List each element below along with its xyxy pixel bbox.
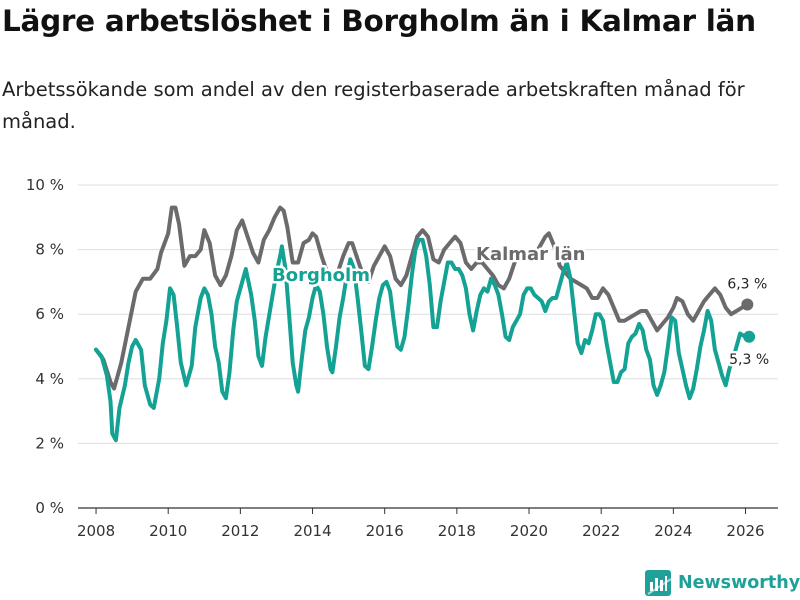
series-line-borgholm xyxy=(94,237,752,443)
x-tick-label: 2010 xyxy=(149,522,187,540)
series-line-kalmar xyxy=(94,205,750,391)
y-tick-label: 0 % xyxy=(35,499,64,517)
end-label-borgholm: 5,3 % xyxy=(729,352,769,368)
label-halo: 6,3 % xyxy=(727,277,767,293)
x-tick-label: 2018 xyxy=(438,522,476,540)
brand-logo: Newsworthy xyxy=(645,569,800,597)
label-halo: Borgholm xyxy=(272,265,370,286)
label-halo: 5,3 % xyxy=(729,352,769,368)
x-tick-label: 2012 xyxy=(221,522,259,540)
page-title: Lägre arbetslöshet i Borgholm än i Kalma… xyxy=(2,4,756,38)
series-end-point xyxy=(741,298,754,311)
x-tick-label: 2008 xyxy=(77,522,115,540)
series-label-borgholm: Borgholm xyxy=(272,265,370,286)
x-tick-label: 2020 xyxy=(510,522,548,540)
y-tick-label: 2 % xyxy=(35,434,64,452)
brand-name: Newsworthy xyxy=(678,573,800,593)
series-end-point xyxy=(743,330,756,343)
page-subtitle: Arbetssökande som andel av den registerb… xyxy=(2,78,745,133)
x-tick-label: 2014 xyxy=(293,522,331,540)
axis-layer: 0 % 2 % 4 % 6 % 8 % 10 % 2008 2010 2012 2014 2016 2… xyxy=(26,176,765,540)
label-halo: Kalmar län xyxy=(476,244,585,265)
x-tick-label: 2022 xyxy=(582,522,620,540)
y-tick-label: 4 % xyxy=(35,370,64,388)
x-tick-label: 2026 xyxy=(726,522,764,540)
y-tick-label: 6 % xyxy=(35,305,64,323)
series-label-kalmar: Kalmar län xyxy=(476,244,585,265)
x-tick-label: 2024 xyxy=(654,522,692,540)
newsworthy-logo-icon xyxy=(645,570,671,596)
y-tick-label: 10 % xyxy=(26,176,64,194)
y-tick-label: 8 % xyxy=(35,241,64,259)
grid-layer xyxy=(78,184,778,509)
series-layer xyxy=(94,205,756,443)
x-tick-label: 2016 xyxy=(366,522,404,540)
end-label-kalmar: 6,3 % xyxy=(727,277,767,293)
